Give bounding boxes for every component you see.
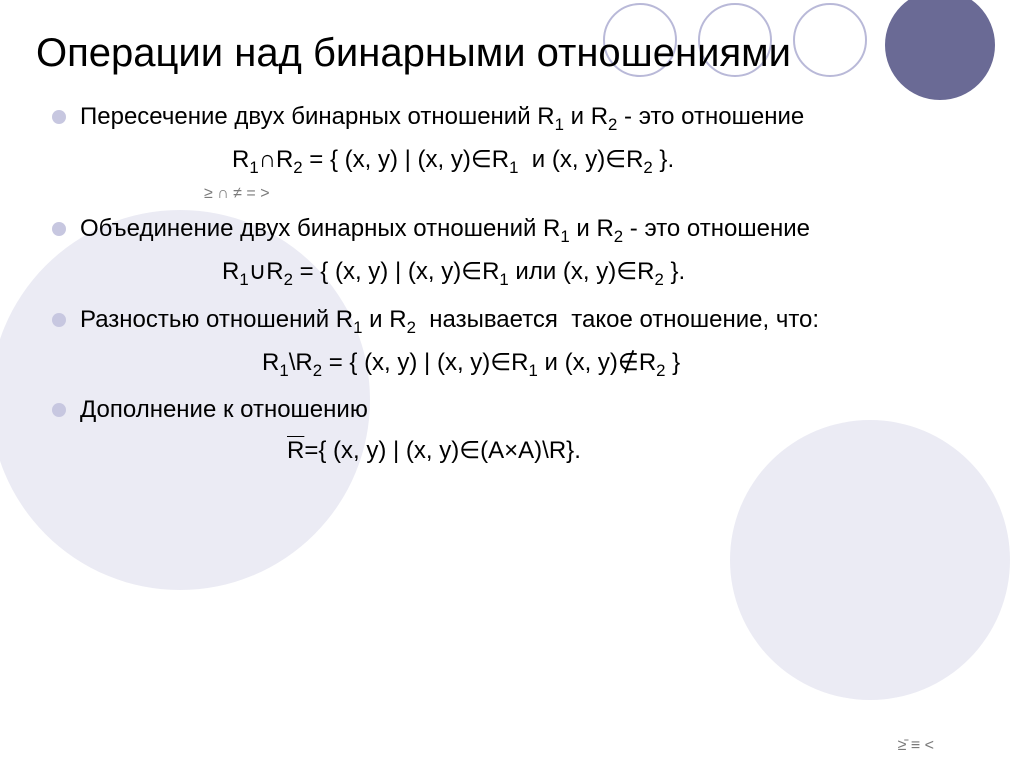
- bullet-item: Объединение двух бинарных отношений R1 и…: [52, 212, 988, 249]
- footnote-symbols-1: ≥ ∩ ≠ = >: [52, 186, 988, 202]
- bullet-item: Дополнение к отношению: [52, 393, 988, 428]
- formula: R1\R2 = { (x, y) | (x, y)∈R1 и (x, y)∉R2…: [52, 346, 988, 383]
- slide-content: Операции над бинарными отношениями Перес…: [0, 0, 1024, 468]
- bullet-item: Пересечение двух бинарных отношений R1 и…: [52, 100, 988, 137]
- footnote-symbols-2: ≥̄ ≡ <: [898, 738, 934, 754]
- formula: R1∪R2 = { (x, y) | (x, y)∈R1 или (x, y)∈…: [52, 255, 988, 292]
- bullet-item: Разностью отношений R1 и R2 называется т…: [52, 303, 988, 340]
- slide-title: Операции над бинарными отношениями: [36, 28, 988, 78]
- formula: R={ (x, y) | (x, y)∈(A×A)\R}.: [52, 434, 988, 469]
- bullet-list: Пересечение двух бинарных отношений R1 и…: [36, 100, 988, 468]
- formula: R1∩R2 = { (x, y) | (x, y)∈R1 и (x, y)∈R2…: [52, 143, 988, 180]
